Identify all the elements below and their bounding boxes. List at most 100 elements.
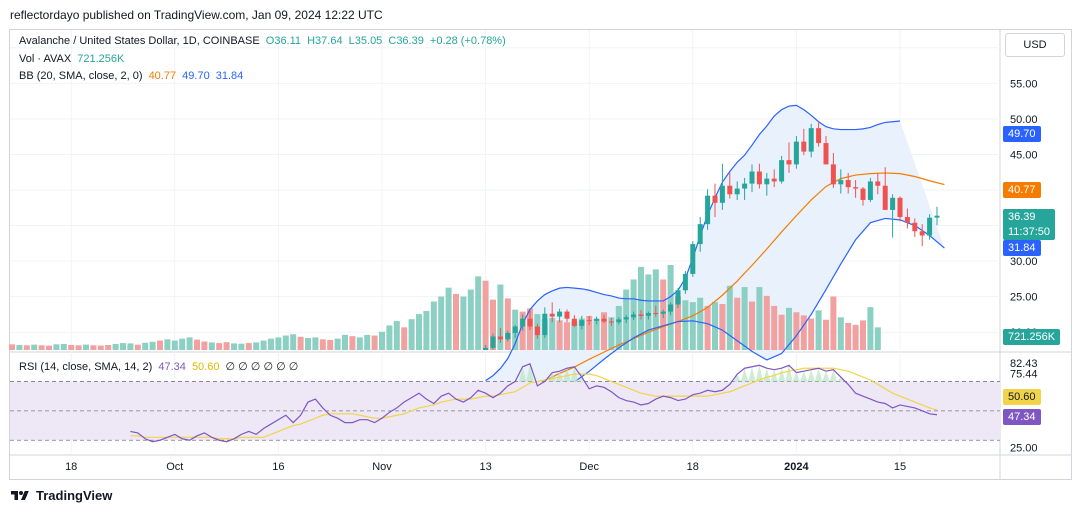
bollinger-label[interactable]: BB (20, SMA, close, 2, 0)	[19, 70, 143, 82]
candle-body	[631, 314, 637, 318]
volume-bar	[120, 343, 126, 350]
volume-bar	[482, 280, 489, 350]
tradingview-brand[interactable]: TradingView	[10, 488, 112, 503]
volume-bar	[845, 322, 852, 350]
volume-price-tag: 721.256K	[1003, 329, 1061, 345]
time-tick-label: Oct	[166, 461, 183, 473]
volume-bar	[497, 284, 504, 350]
volume-bar	[349, 336, 356, 350]
volume-bar	[423, 310, 430, 350]
candle-body	[675, 290, 681, 305]
candle-body	[719, 185, 725, 203]
symbol-title[interactable]: Avalanche / United States Dollar, 1D, CO…	[19, 35, 260, 47]
candle-body	[608, 321, 614, 323]
rsi-label[interactable]: RSI (14, close, SMA, 14, 2)	[19, 361, 153, 373]
candle-body	[801, 141, 807, 152]
volume-label[interactable]: Vol · AVAX	[19, 53, 72, 65]
candle-body	[912, 222, 918, 232]
candle-body	[830, 164, 836, 185]
candle-body	[682, 273, 688, 291]
tradingview-logo-icon	[11, 490, 29, 500]
rsi-sma-tag: 50.60	[1003, 389, 1041, 405]
volume-bar	[186, 337, 193, 350]
candle-body	[483, 347, 489, 350]
bollinger-lower-value: 31.84	[215, 70, 244, 82]
volume-bar	[852, 324, 859, 350]
volume-bar	[127, 343, 134, 350]
volume-bar	[830, 296, 837, 350]
candle-body	[542, 313, 548, 336]
volume-bar	[719, 304, 726, 350]
price-tick-label: 25.00	[1010, 292, 1038, 304]
time-tick-label: 15	[894, 461, 906, 473]
time-tick-label: 13	[479, 461, 491, 473]
bollinger-legend: BB (20, SMA, close, 2, 0) 40.77 49.70 31…	[19, 70, 246, 82]
candle-body	[594, 318, 600, 321]
candle-body	[749, 171, 755, 184]
candle-body	[897, 197, 903, 218]
rsi-tick-label: 75.44	[1010, 368, 1038, 380]
candle-body	[816, 128, 822, 144]
volume-bar	[179, 338, 186, 350]
candle-body	[505, 332, 511, 340]
volume-bar	[371, 335, 378, 350]
bollinger-mid-value: 40.77	[148, 70, 177, 82]
volume-bar	[490, 299, 496, 350]
candle-body	[497, 336, 503, 340]
volume-bar	[268, 338, 274, 350]
candle-body	[853, 187, 859, 189]
volume-bar	[164, 339, 171, 350]
volume-bar	[97, 345, 104, 350]
volume-bar	[393, 321, 400, 350]
volume-bar	[216, 343, 223, 350]
volume-bar	[460, 296, 467, 350]
volume-bar	[208, 342, 215, 350]
volume-bar	[46, 345, 52, 350]
rsi-tag: 47.34	[1003, 409, 1041, 425]
bollinger-band-fill	[485, 105, 945, 390]
volume-bar	[342, 334, 348, 350]
volume-bar	[312, 337, 319, 350]
volume-bar	[31, 344, 38, 350]
publisher-header: reflectordayo published on TradingView.c…	[10, 8, 383, 22]
candle-body	[705, 195, 711, 225]
volume-bar	[771, 305, 778, 350]
volume-bar	[386, 325, 393, 350]
ohlc-low: L35.05	[348, 35, 383, 47]
volume-bar	[401, 327, 408, 350]
volume-bar	[260, 340, 267, 350]
volume-bar	[586, 316, 593, 350]
candle-body	[645, 313, 651, 316]
volume-bar	[112, 344, 119, 350]
volume-bar	[749, 301, 755, 350]
volume-bar	[53, 344, 60, 350]
candle-body	[690, 244, 696, 274]
candle-body	[890, 197, 896, 210]
price-tick-label: 50.00	[1010, 114, 1038, 126]
volume-bar	[860, 320, 866, 350]
candle-body	[527, 318, 533, 327]
volume-bar	[453, 293, 459, 350]
bollinger-mid-line	[485, 172, 945, 402]
volume-bar	[305, 338, 311, 350]
volume-bar	[874, 327, 881, 350]
currency-button[interactable]: USD	[1005, 33, 1065, 57]
candle-body	[638, 314, 644, 316]
candle-body	[838, 180, 844, 185]
volume-bar	[334, 338, 341, 350]
volume-bar	[741, 287, 748, 350]
bollinger-lower-line	[559, 217, 945, 390]
price-tick-label: 55.00	[1010, 78, 1038, 90]
candle-body	[742, 183, 748, 189]
candle-body	[919, 231, 925, 236]
volume-bar	[837, 317, 844, 350]
candle-countdown: 11:37:50	[1008, 226, 1051, 238]
candle-body	[793, 141, 799, 165]
time-tick-label: 2024	[784, 461, 809, 473]
candle-body	[668, 304, 674, 312]
volume-bar	[327, 339, 334, 350]
volume-bar	[438, 296, 445, 350]
volume-legend: Vol · AVAX 721.256K	[19, 53, 127, 65]
candle-body	[571, 318, 577, 326]
